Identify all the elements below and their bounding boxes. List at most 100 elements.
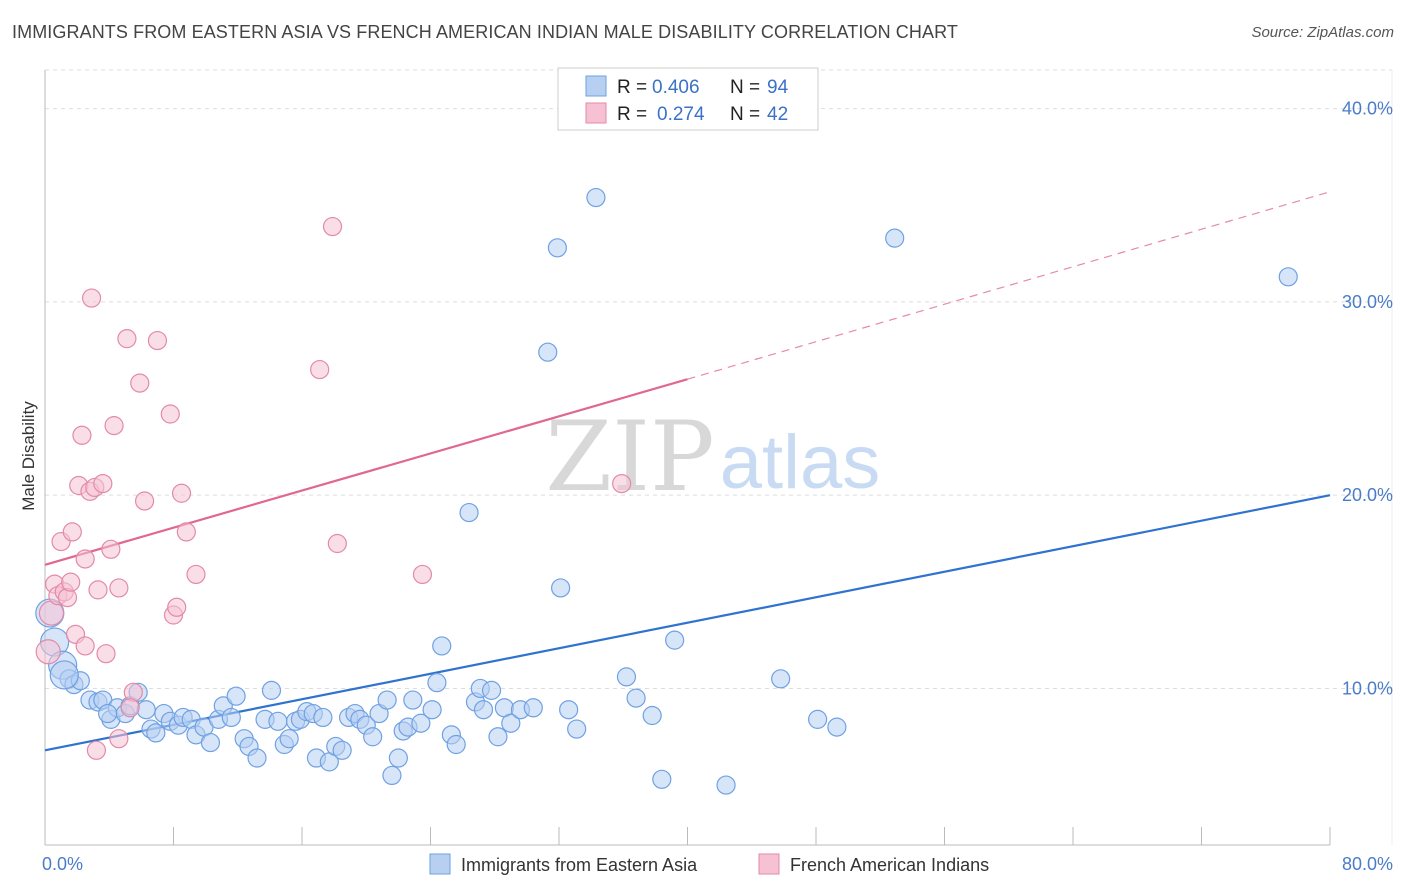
- point-french-american-indian-15: [81, 288, 102, 308]
- point-eastern-asia-90: [1278, 267, 1298, 287]
- point-eastern-asia-68: [481, 680, 502, 700]
- point-eastern-asia-61: [432, 636, 452, 656]
- y-axis-label: Male Disability: [19, 401, 38, 511]
- point-eastern-asia-75: [547, 238, 567, 258]
- point-eastern-asia-16: [146, 723, 166, 743]
- top-legend: R = 0.406 N = 94 R = 0.274 N = 42: [557, 67, 819, 131]
- point-french-american-indian-27: [130, 373, 150, 393]
- point-french-american-indian-17: [86, 740, 107, 760]
- point-eastern-asia-45: [332, 740, 352, 760]
- point-eastern-asia-83: [652, 769, 672, 789]
- legend-swatch-eastern-asia: [585, 75, 607, 97]
- legend-n-label: N =: [730, 77, 760, 98]
- point-french-american-indian-7: [61, 572, 81, 592]
- point-french-american-indian-30: [160, 404, 180, 424]
- point-french-american-indian-19: [93, 473, 113, 494]
- point-french-american-indian-18: [88, 580, 108, 600]
- source-note: Source: ZipAtlas.com: [1251, 24, 1394, 41]
- trendlines: [44, 191, 1331, 752]
- point-french-american-indian-40: [612, 473, 632, 494]
- bottom-legend-swatch-french-american-indian: [758, 853, 780, 875]
- y-tick-label-1: 20.0%: [1342, 485, 1393, 505]
- legend-r-label: R =: [617, 104, 647, 125]
- point-french-american-indian-25: [117, 329, 137, 349]
- trendline-2: [687, 191, 1331, 380]
- chart-title: IMMIGRANTS FROM EASTERN ASIA VS FRENCH A…: [12, 22, 958, 42]
- point-french-american-indian-35: [186, 564, 206, 585]
- point-french-american-indian-8: [62, 522, 82, 542]
- point-eastern-asia-89: [885, 228, 905, 248]
- point-french-american-indian-0: [35, 639, 61, 665]
- point-eastern-asia-86: [771, 669, 791, 689]
- x-tick-label-0: 0.0%: [42, 854, 83, 874]
- bottom-legend-swatch-eastern-asia: [429, 853, 451, 875]
- point-eastern-asia-14: [136, 700, 156, 720]
- point-french-american-indian-13: [75, 549, 95, 569]
- point-eastern-asia-64: [459, 502, 479, 523]
- point-french-american-indian-41: [120, 698, 140, 718]
- data-points: [35, 187, 1298, 795]
- point-french-american-indian-26: [123, 682, 143, 702]
- legend-n-value: 94: [767, 77, 789, 98]
- point-eastern-asia-33: [261, 680, 282, 700]
- point-eastern-asia-91: [49, 660, 79, 690]
- point-french-american-indian-22: [104, 416, 124, 436]
- point-eastern-asia-71: [501, 713, 521, 733]
- point-french-american-indian-24: [109, 729, 129, 749]
- legend-r-value: 0.406: [652, 77, 700, 98]
- point-eastern-asia-81: [626, 688, 646, 708]
- point-eastern-asia-59: [422, 700, 442, 720]
- point-french-american-indian-29: [147, 330, 168, 351]
- tick-labels: 10.0% 20.0% 30.0% 40.0% 0.0% 80.0%: [42, 99, 1393, 874]
- y-tick-label-0: 10.0%: [1342, 678, 1393, 698]
- x-tick-label-1: 80.0%: [1342, 854, 1393, 874]
- point-eastern-asia-79: [586, 187, 606, 208]
- y-tick-label-2: 30.0%: [1342, 292, 1393, 312]
- point-eastern-asia-80: [616, 667, 637, 687]
- point-french-american-indian-32: [167, 597, 187, 617]
- point-eastern-asia-24: [200, 732, 221, 753]
- axes: [44, 70, 1393, 846]
- point-eastern-asia-85: [716, 775, 736, 795]
- bottom-legend: Immigrants from Eastern Asia French Amer…: [429, 853, 989, 875]
- point-french-american-indian-33: [171, 483, 192, 503]
- point-eastern-asia-78: [567, 719, 587, 739]
- point-eastern-asia-52: [377, 690, 397, 710]
- point-eastern-asia-67: [473, 700, 494, 720]
- point-french-american-indian-28: [134, 491, 155, 511]
- point-eastern-asia-28: [226, 686, 246, 706]
- bottom-legend-label-eastern-asia: Immigrants from Eastern Asia: [461, 855, 698, 875]
- point-eastern-asia-63: [446, 734, 466, 755]
- legend-r-label: R =: [617, 77, 647, 98]
- point-french-american-indian-20: [96, 644, 116, 664]
- point-eastern-asia-92: [98, 703, 118, 724]
- legend-n-value: 42: [767, 104, 788, 125]
- bottom-legend-label-french-american-indian: French American Indians: [790, 855, 989, 875]
- point-eastern-asia-84: [665, 630, 685, 650]
- point-french-american-indian-37: [322, 216, 343, 237]
- point-eastern-asia-42: [313, 707, 333, 728]
- point-eastern-asia-69: [488, 727, 508, 747]
- watermark-zip: ZIP: [545, 401, 714, 513]
- point-eastern-asia-54: [388, 748, 408, 768]
- legend-swatch-french-american-indian: [585, 102, 607, 124]
- legend-r-value: 0.274: [657, 104, 705, 125]
- point-eastern-asia-76: [551, 578, 571, 598]
- point-eastern-asia-88: [827, 717, 847, 737]
- point-eastern-asia-82: [642, 705, 662, 726]
- point-french-american-indian-11: [72, 425, 92, 445]
- point-eastern-asia-50: [363, 727, 383, 747]
- legend-n-label: N =: [730, 104, 760, 125]
- point-french-american-indian-12: [75, 636, 95, 656]
- grid-lines: [45, 69, 1392, 689]
- watermark-atlas: atlas: [720, 420, 881, 505]
- trendline-1: [44, 378, 688, 566]
- trendline-0: [44, 494, 1331, 752]
- point-eastern-asia-87: [808, 709, 828, 729]
- point-eastern-asia-73: [523, 698, 543, 718]
- point-eastern-asia-27: [221, 707, 241, 728]
- point-eastern-asia-57: [403, 690, 423, 710]
- point-eastern-asia-58: [411, 713, 431, 733]
- point-french-american-indian-21: [101, 539, 121, 559]
